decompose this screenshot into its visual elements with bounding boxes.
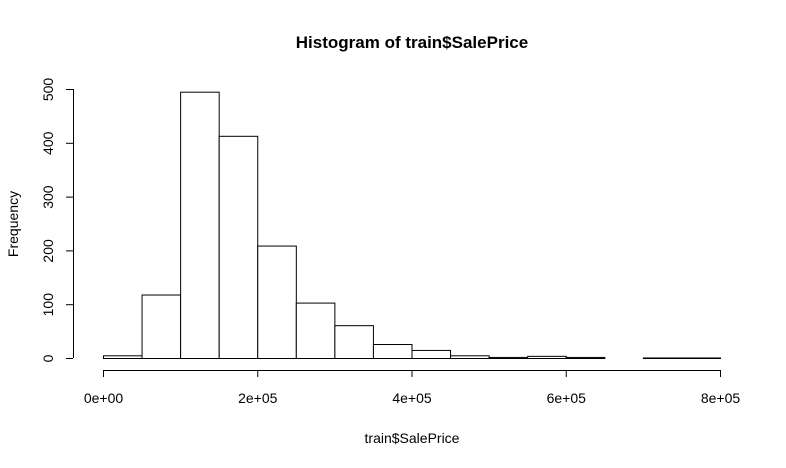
x-axis: 0e+00 2e+05 4e+05 6e+05 8e+05 [84,370,741,406]
histogram-bar [295,302,336,359]
x-tick-label: 2e+05 [238,390,278,406]
y-tick-label: 200 [40,239,56,263]
y-tick-label: 500 [40,78,56,102]
y-tick-label: 100 [40,293,56,317]
x-tick-label: 0e+00 [84,390,124,406]
histogram-bar [141,294,182,359]
histogram-bar [257,245,297,359]
histogram-bar [450,355,490,359]
histogram-bar [642,357,683,360]
histogram-bar [565,356,606,360]
histogram-bar [372,344,413,359]
x-tick-label: 4e+05 [392,390,432,406]
x-tick-label: 8e+05 [701,390,741,406]
x-tick-label: 6e+05 [547,390,587,406]
chart-title: Histogram of train$SalePrice [296,33,528,52]
x-axis-label: train$SalePrice [365,430,460,446]
histogram-bar [527,355,567,359]
histogram-bar [103,355,143,359]
histogram-bar [334,325,374,360]
histogram-bar [218,135,259,359]
histogram-bar [180,91,220,359]
y-tick-label: 400 [40,131,56,155]
bars-group [103,91,721,360]
y-axis-label: Frequency [5,191,21,257]
y-axis: 0 100 200 300 400 500 [40,78,74,362]
histogram-bar [411,349,452,359]
y-tick-label: 300 [40,185,56,209]
histogram-bar [681,357,721,360]
histogram-bar [488,356,529,360]
y-tick-label: 0 [40,354,56,362]
